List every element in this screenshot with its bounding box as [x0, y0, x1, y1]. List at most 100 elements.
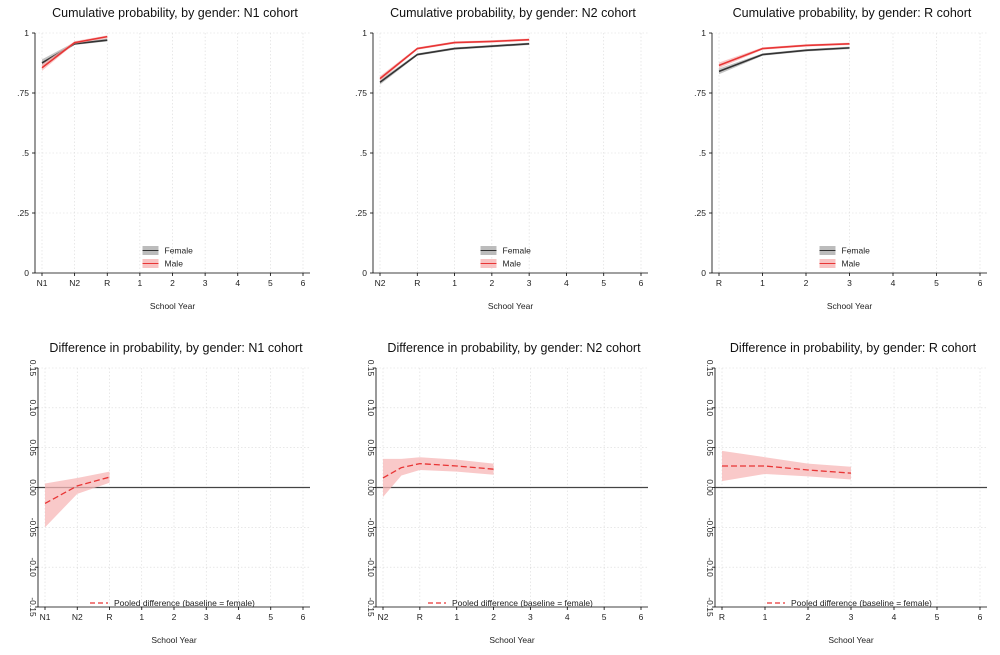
x-tick-label: 4 — [235, 278, 240, 288]
legend-label: Female — [503, 246, 532, 256]
y-tick-label: .25 — [17, 208, 29, 218]
y-tick-label: 0.15 — [705, 360, 715, 377]
x-tick-label: 5 — [934, 278, 939, 288]
y-tick-label: -0.05 — [366, 518, 376, 538]
x-tick-label: 6 — [978, 278, 983, 288]
y-tick-label: -0.05 — [28, 518, 38, 538]
x-tick-label: N2 — [69, 278, 80, 288]
series-line — [718, 47, 850, 73]
series-line — [379, 43, 530, 83]
x-axis-label: School Year — [488, 301, 534, 311]
y-tick-label: 0 — [701, 268, 706, 278]
x-tick-label: 1 — [763, 612, 768, 622]
series-line — [722, 465, 852, 474]
x-tick-label: N1 — [40, 612, 51, 622]
x-tick-label: 4 — [564, 278, 569, 288]
chart-panel-1: Cumulative probability, by gender: N1 co… — [17, 6, 310, 311]
y-tick-label: 1 — [362, 28, 367, 38]
confidence-band — [719, 46, 850, 75]
x-tick-label: 5 — [601, 278, 606, 288]
y-tick-label: .5 — [360, 148, 367, 158]
y-tick-label: 0.05 — [366, 439, 376, 456]
x-tick-label: 2 — [806, 612, 811, 622]
legend-label: Pooled difference (baseline = female) — [114, 598, 255, 608]
x-tick-label: 6 — [301, 278, 306, 288]
y-tick-label: 1 — [701, 28, 706, 38]
y-tick-label: 0.00 — [705, 479, 715, 496]
legend-label: Pooled difference (baseline = female) — [791, 598, 932, 608]
x-tick-label: 3 — [203, 278, 208, 288]
x-tick-label: N1 — [37, 278, 48, 288]
chart-panel-2: Cumulative probability, by gender: N2 co… — [355, 6, 648, 311]
x-tick-label: R — [719, 612, 725, 622]
x-tick-label: 3 — [204, 612, 209, 622]
x-tick-label: 2 — [172, 612, 177, 622]
y-tick-label: 0 — [362, 268, 367, 278]
x-tick-label: 2 — [491, 612, 496, 622]
legend-label: Pooled difference (baseline = female) — [452, 598, 593, 608]
chart-panel-6: Difference in probability, by gender: R … — [705, 341, 987, 645]
y-tick-label: .75 — [17, 88, 29, 98]
y-tick-label: 0.00 — [366, 479, 376, 496]
y-tick-label: .25 — [355, 208, 367, 218]
chart-title: Cumulative probability, by gender: N2 co… — [390, 6, 636, 20]
x-tick-label: 4 — [565, 612, 570, 622]
x-tick-label: 1 — [760, 278, 765, 288]
x-tick-label: N2 — [375, 278, 386, 288]
y-tick-label: -0.10 — [366, 557, 376, 577]
series-line — [379, 38, 530, 80]
x-tick-label: 3 — [849, 612, 854, 622]
legend-label: Female — [842, 246, 871, 256]
x-tick-label: 5 — [268, 612, 273, 622]
legend: Pooled difference (baseline = female) — [428, 598, 593, 608]
x-tick-label: 1 — [454, 612, 459, 622]
confidence-band — [722, 450, 851, 482]
x-tick-label: R — [414, 278, 420, 288]
x-tick-label: R — [106, 612, 112, 622]
chart-panel-3: Cumulative probability, by gender: R coh… — [694, 6, 987, 311]
chart-title: Cumulative probability, by gender: R coh… — [733, 6, 972, 20]
x-tick-label: 2 — [804, 278, 809, 288]
x-tick-label: 6 — [301, 612, 306, 622]
series-line — [382, 462, 494, 479]
x-tick-label: 6 — [639, 278, 644, 288]
y-tick-label: -0.15 — [705, 597, 715, 617]
y-tick-label: .5 — [699, 148, 706, 158]
chart-title: Difference in probability, by gender: N2… — [387, 341, 641, 355]
x-axis-label: School Year — [150, 301, 196, 311]
y-tick-label: .5 — [22, 148, 29, 158]
y-tick-label: .75 — [694, 88, 706, 98]
x-tick-label: R — [716, 278, 722, 288]
x-tick-label: 3 — [847, 278, 852, 288]
y-tick-label: 0.05 — [705, 439, 715, 456]
legend: Female Male — [480, 246, 532, 269]
x-tick-label: 5 — [268, 278, 273, 288]
x-axis-label: School Year — [489, 635, 535, 645]
legend: Pooled difference (baseline = female) — [767, 598, 932, 608]
x-tick-label: N2 — [72, 612, 83, 622]
x-tick-label: 1 — [138, 278, 143, 288]
x-tick-label: 4 — [236, 612, 241, 622]
y-tick-label: 0 — [24, 268, 29, 278]
chart-title: Difference in probability, by gender: N1… — [49, 341, 303, 355]
x-tick-label: R — [417, 612, 423, 622]
y-tick-label: 1 — [24, 28, 29, 38]
x-tick-label: 1 — [452, 278, 457, 288]
y-tick-label: 0.00 — [28, 479, 38, 496]
x-tick-label: R — [104, 278, 110, 288]
y-tick-label: .25 — [694, 208, 706, 218]
y-tick-label: 0.15 — [28, 360, 38, 377]
y-tick-label: .75 — [355, 88, 367, 98]
chart-title: Cumulative probability, by gender: N1 co… — [52, 6, 298, 20]
y-tick-label: 0.10 — [28, 400, 38, 417]
y-tick-label: -0.10 — [705, 557, 715, 577]
x-tick-label: 4 — [891, 278, 896, 288]
x-tick-label: 5 — [602, 612, 607, 622]
x-tick-label: 2 — [170, 278, 175, 288]
legend-label: Male — [503, 259, 522, 269]
y-tick-label: -0.05 — [705, 518, 715, 538]
x-tick-label: N2 — [378, 612, 389, 622]
x-tick-label: 5 — [935, 612, 940, 622]
legend-label: Male — [165, 259, 184, 269]
